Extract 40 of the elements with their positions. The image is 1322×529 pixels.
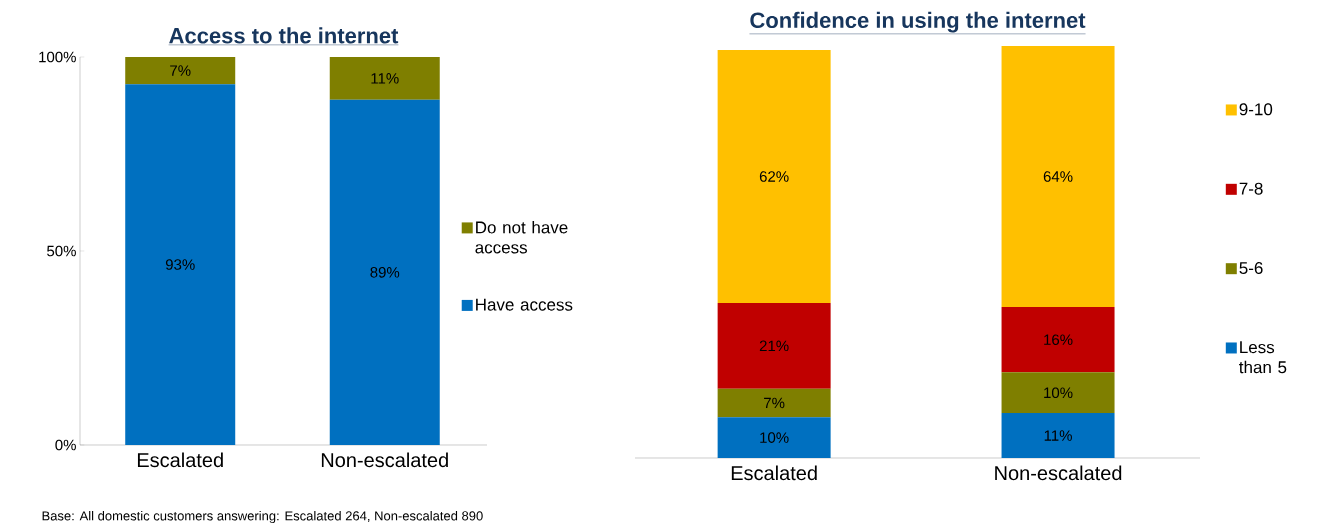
bar bbox=[1001, 413, 1115, 458]
bar bbox=[329, 56, 440, 100]
x-tick-label: Escalated bbox=[137, 452, 223, 468]
bar bbox=[125, 56, 236, 85]
data-label: 10% bbox=[760, 432, 789, 443]
data-label: 62% bbox=[759, 171, 789, 182]
data-label: 93% bbox=[165, 259, 195, 270]
data-label: 7% bbox=[170, 65, 191, 76]
bar bbox=[1001, 372, 1115, 414]
bar bbox=[125, 84, 236, 445]
data-label: 11% bbox=[1044, 430, 1072, 441]
bar bbox=[1001, 307, 1115, 373]
legend-label: Do not have access bbox=[475, 221, 568, 254]
bar bbox=[717, 302, 831, 389]
y-tick-label: 0% bbox=[55, 439, 76, 451]
x-tick-label: Escalated bbox=[731, 465, 817, 481]
legend-label: Less than 5 bbox=[1239, 341, 1287, 374]
data-label: 16% bbox=[1044, 334, 1073, 345]
bar bbox=[1001, 45, 1115, 308]
legend-label: Have access bbox=[476, 298, 573, 311]
data-label: 89% bbox=[370, 267, 400, 278]
y-tick-label: 100% bbox=[39, 51, 76, 63]
text: Base: All domestic customers answering: Escalated 264, Non-escalated 890 bbox=[42, 510, 483, 524]
x-tick-label: Non-escalated bbox=[995, 465, 1122, 481]
bar bbox=[717, 388, 831, 418]
chart-title: Confidence in using the internet bbox=[750, 11, 1086, 33]
bar bbox=[329, 99, 440, 445]
y-tick-label: 50% bbox=[47, 245, 76, 257]
bar bbox=[717, 50, 831, 303]
x-tick-label: Non-escalated bbox=[321, 452, 448, 468]
legend-label: 9-10 bbox=[1239, 103, 1273, 116]
data-label: 21% bbox=[759, 340, 789, 352]
data-label: 11% bbox=[371, 73, 399, 84]
data-label: 7% bbox=[764, 397, 785, 409]
legend-label: 7-8 bbox=[1239, 182, 1263, 195]
data-label: 64% bbox=[1043, 171, 1073, 182]
legend-label: 5-6 bbox=[1239, 262, 1263, 275]
chart-title: Access to the internet bbox=[169, 27, 399, 44]
bar bbox=[717, 417, 831, 458]
data-label: 10% bbox=[1044, 387, 1073, 399]
